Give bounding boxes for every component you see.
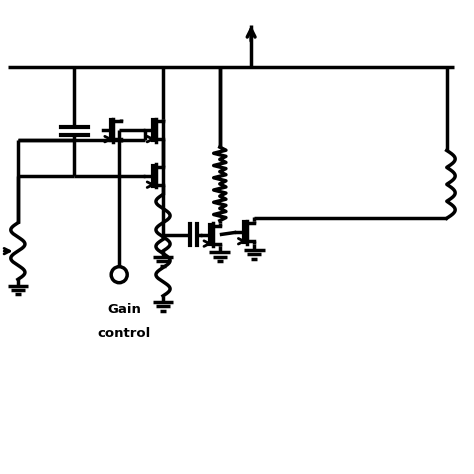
Text: control: control	[97, 327, 151, 339]
Text: Gain: Gain	[107, 303, 141, 316]
